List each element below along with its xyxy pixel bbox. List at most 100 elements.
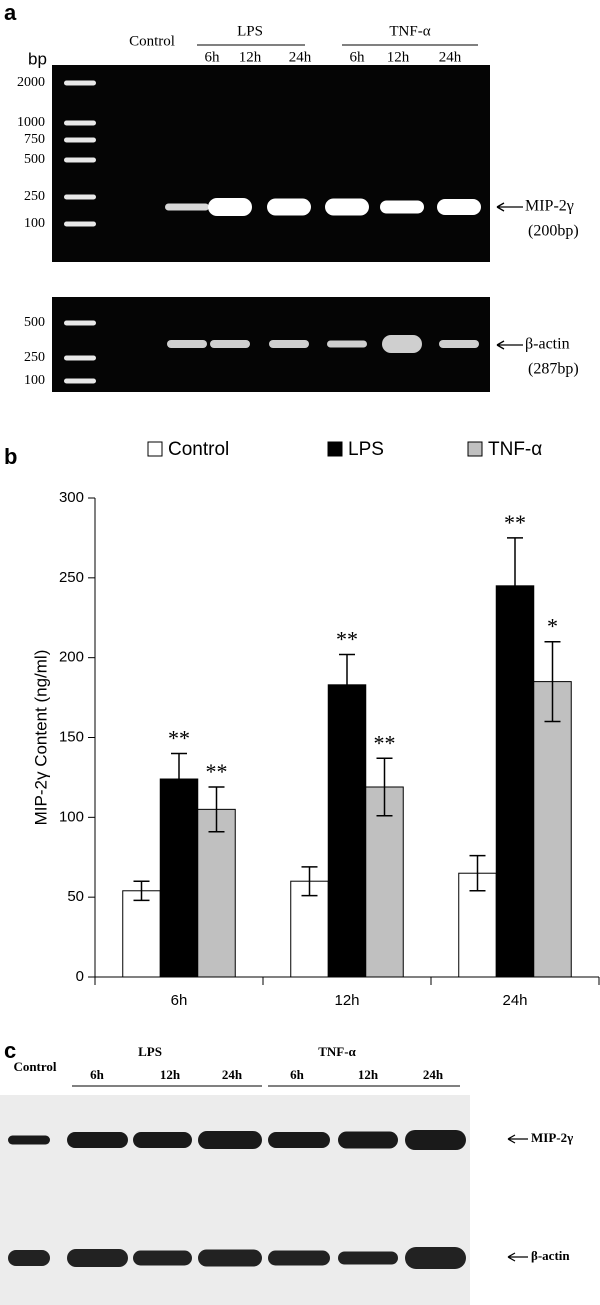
legend-swatch xyxy=(327,441,343,457)
unit-label: bp xyxy=(28,49,47,68)
error-bar xyxy=(339,653,355,716)
band-target: MIP-2γ xyxy=(525,198,574,215)
legend-swatch xyxy=(147,441,163,457)
band-size: (200bp) xyxy=(528,223,579,240)
y-axis-label: MIP-2γ Content (ng/ml) xyxy=(31,650,50,826)
blot-band xyxy=(67,1132,128,1148)
lane-label: 24h xyxy=(423,1067,444,1082)
significance: ** xyxy=(206,759,228,784)
blot-band xyxy=(405,1247,466,1269)
error-bar xyxy=(133,880,150,902)
gel-band xyxy=(269,340,309,348)
lane-label: 6h xyxy=(350,49,366,65)
bar xyxy=(122,890,161,978)
western-blot xyxy=(0,1095,470,1305)
gel-band xyxy=(267,198,311,216)
bar xyxy=(495,585,535,978)
gel-band xyxy=(382,335,422,353)
ladder-band xyxy=(64,355,96,361)
group-label: LPS xyxy=(138,1044,162,1059)
panel-label: b xyxy=(4,444,17,469)
gel-band xyxy=(167,340,207,348)
blot-band xyxy=(8,1135,50,1145)
control-label: Control xyxy=(13,1059,56,1074)
lane-label: 24h xyxy=(222,1067,243,1082)
lane-label: 24h xyxy=(289,49,312,65)
gel-top xyxy=(52,65,490,262)
bar xyxy=(327,684,367,978)
blot-band xyxy=(8,1250,50,1266)
ladder-band xyxy=(64,221,96,227)
ladder-band xyxy=(64,378,96,384)
gel-band xyxy=(439,340,479,348)
ladder-label: 250 xyxy=(24,350,45,365)
ladder-band xyxy=(64,320,96,326)
group-label: TNF-α xyxy=(318,1044,356,1059)
bar xyxy=(159,778,199,978)
significance: * xyxy=(547,614,558,639)
blot-band xyxy=(67,1249,128,1267)
legend-label: Control xyxy=(168,439,229,460)
blot-band xyxy=(133,1132,192,1148)
y-tick-label: 200 xyxy=(59,649,84,666)
legend-label: LPS xyxy=(348,439,384,460)
lane-label: 12h xyxy=(239,49,262,65)
error-bar xyxy=(376,757,393,817)
arrow xyxy=(496,202,523,212)
gel-band xyxy=(325,198,369,216)
bar xyxy=(365,786,404,978)
lane-label: 12h xyxy=(387,49,410,65)
y-tick-label: 300 xyxy=(59,489,84,506)
gel-band xyxy=(165,203,209,211)
gel-band xyxy=(437,199,481,215)
ladder-label: 100 xyxy=(24,373,45,388)
band-size: (287bp) xyxy=(528,361,579,378)
panel-label: c xyxy=(4,1038,16,1063)
legend-swatch xyxy=(467,441,483,457)
arrow xyxy=(507,1134,528,1144)
arrow xyxy=(496,340,523,350)
x-tick-label: 24h xyxy=(502,992,527,1009)
ladder-band xyxy=(64,157,96,163)
y-tick-label: 0 xyxy=(76,968,84,985)
gel-band xyxy=(210,340,250,348)
error-bar xyxy=(507,537,523,635)
ladder-band xyxy=(64,194,96,200)
ladder-label: 250 xyxy=(24,189,45,204)
x-tick-label: 12h xyxy=(334,992,359,1009)
blot-band xyxy=(133,1250,192,1266)
y-tick-label: 250 xyxy=(59,569,84,586)
lane-label: 12h xyxy=(160,1067,181,1082)
error-bar xyxy=(469,854,486,892)
band-target: β-actin xyxy=(525,336,570,353)
y-tick-label: 150 xyxy=(59,728,84,745)
blot-band xyxy=(198,1131,262,1149)
bar xyxy=(533,681,572,978)
lane-label: 6h xyxy=(205,49,221,65)
control-label: Control xyxy=(129,33,175,49)
group-label: LPS xyxy=(237,23,263,39)
lane-label: 24h xyxy=(439,49,462,65)
lane-label: 6h xyxy=(290,1067,305,1082)
y-tick-label: 50 xyxy=(67,888,84,905)
ladder-label: 500 xyxy=(24,315,45,330)
ladder-band xyxy=(64,137,96,143)
lane-label: 6h xyxy=(90,1067,105,1082)
blot-band xyxy=(198,1249,262,1267)
blot-band xyxy=(338,1251,398,1265)
ladder-label: 750 xyxy=(24,132,45,147)
ladder-band xyxy=(64,80,96,86)
x-tick-label: 6h xyxy=(171,992,188,1009)
ladder-label: 2000 xyxy=(17,75,45,90)
ladder-label: 500 xyxy=(24,152,45,167)
legend-label: TNF-α xyxy=(488,439,542,460)
blot-target: MIP-2γ xyxy=(531,1130,573,1145)
blot-band xyxy=(338,1131,398,1149)
gel-band xyxy=(208,198,252,216)
blot-band xyxy=(268,1132,330,1148)
ladder-label: 100 xyxy=(24,216,45,231)
error-bar xyxy=(544,640,561,723)
panel-label: a xyxy=(4,0,17,25)
lane-label: 12h xyxy=(358,1067,379,1082)
